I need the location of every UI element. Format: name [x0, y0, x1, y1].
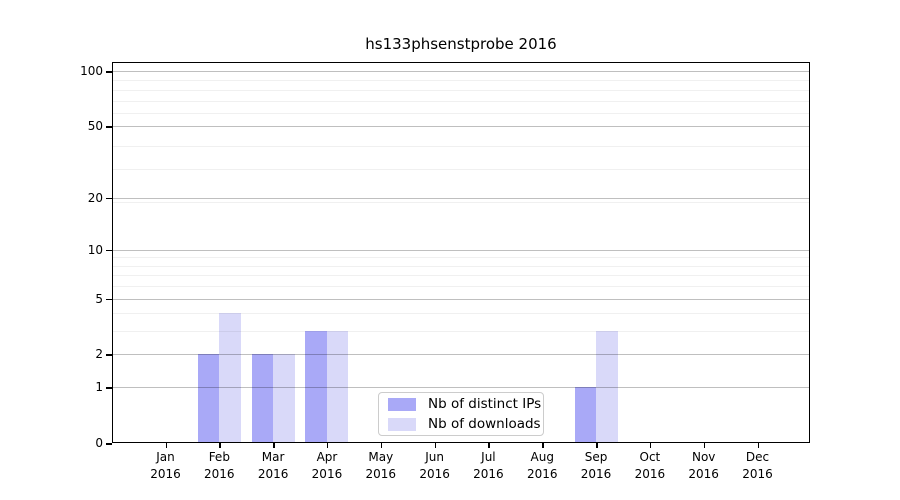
y-tick [106, 249, 112, 252]
legend-item-downloads: Nb of downloads [388, 416, 541, 432]
y-tick [106, 298, 112, 301]
x-tick-label: Nov 2016 [688, 450, 719, 481]
x-tick [757, 443, 760, 448]
y-gridline-minor [112, 145, 810, 147]
y-tick-label: 100 [80, 64, 103, 79]
y-gridline [112, 249, 810, 251]
x-tick [326, 443, 329, 448]
y-tick [106, 126, 112, 128]
bar-distinct-ips [197, 354, 220, 443]
bar-downloads [596, 331, 618, 443]
x-tick [273, 443, 275, 448]
chart-title: hs133phsenstprobe 2016 [365, 35, 557, 53]
y-tick [106, 443, 112, 445]
y-gridline-minor [112, 201, 810, 203]
y-tick [106, 197, 112, 200]
y-gridline [112, 298, 810, 300]
x-tick-label: Feb 2016 [204, 450, 235, 481]
x-tick-label: Jul 2016 [473, 450, 504, 481]
y-gridline-minor [112, 331, 810, 333]
bar-downloads [219, 313, 241, 443]
y-tick-label: 2 [95, 347, 103, 362]
y-tick-label: 1 [95, 380, 103, 395]
bar-distinct-ips [574, 387, 597, 443]
x-tick-label: Jan 2016 [150, 450, 181, 481]
x-tick-label: May 2016 [365, 450, 397, 481]
x-tick [165, 443, 167, 448]
y-gridline-minor [112, 265, 810, 267]
x-tick-label: Aug 2016 [526, 450, 558, 481]
y-gridline-minor [112, 89, 810, 91]
x-tick [649, 443, 652, 448]
x-tick-label: Dec 2016 [742, 450, 773, 481]
y-tick [106, 354, 112, 356]
bar-distinct-ips [251, 354, 274, 443]
y-gridline [112, 354, 810, 356]
x-tick [703, 443, 706, 448]
y-tick-label: 0 [95, 436, 103, 450]
legend-swatch-downloads [388, 417, 416, 431]
x-tick-label: Apr 2016 [311, 450, 343, 481]
x-tick-label: Jun 2016 [419, 450, 450, 481]
y-gridline-minor [112, 80, 810, 82]
y-tick [106, 387, 112, 389]
x-tick [219, 443, 221, 448]
y-gridline-minor [112, 113, 810, 115]
y-gridline-minor [112, 275, 810, 277]
x-tick [488, 443, 490, 448]
y-gridline [112, 387, 810, 389]
y-gridline-minor [112, 313, 810, 315]
x-tick-label: Mar 2016 [257, 450, 289, 481]
y-tick-label: 50 [87, 119, 103, 134]
legend: Nb of distinct IPs Nb of downloads [378, 392, 544, 436]
y-tick-label: 5 [95, 291, 103, 306]
legend-label-distinct-ips: Nb of distinct IPs [428, 396, 542, 412]
legend-item-distinct-ips: Nb of distinct IPs [388, 396, 541, 412]
x-tick [380, 443, 383, 448]
y-gridline-minor [112, 257, 810, 259]
y-gridline [112, 197, 810, 199]
legend-swatch-distinct-ips [388, 397, 416, 411]
y-gridline-minor [112, 100, 810, 102]
y-tick-label: 10 [87, 242, 103, 257]
bar-distinct-ips [305, 331, 327, 443]
y-tick-label: 20 [87, 190, 103, 205]
x-tick [596, 443, 598, 448]
bar-downloads [273, 354, 295, 443]
y-gridline [112, 126, 810, 128]
y-gridline [112, 71, 810, 73]
y-gridline-minor [112, 168, 810, 170]
plot-area [112, 62, 810, 443]
y-tick [106, 71, 112, 73]
y-gridline-minor [112, 286, 810, 288]
bar-downloads [326, 331, 349, 443]
legend-label-downloads: Nb of downloads [428, 416, 541, 432]
x-tick-label: Sep 2016 [580, 450, 612, 481]
x-tick [542, 443, 544, 448]
x-tick-label: Oct 2016 [634, 450, 666, 481]
x-tick [434, 443, 437, 448]
